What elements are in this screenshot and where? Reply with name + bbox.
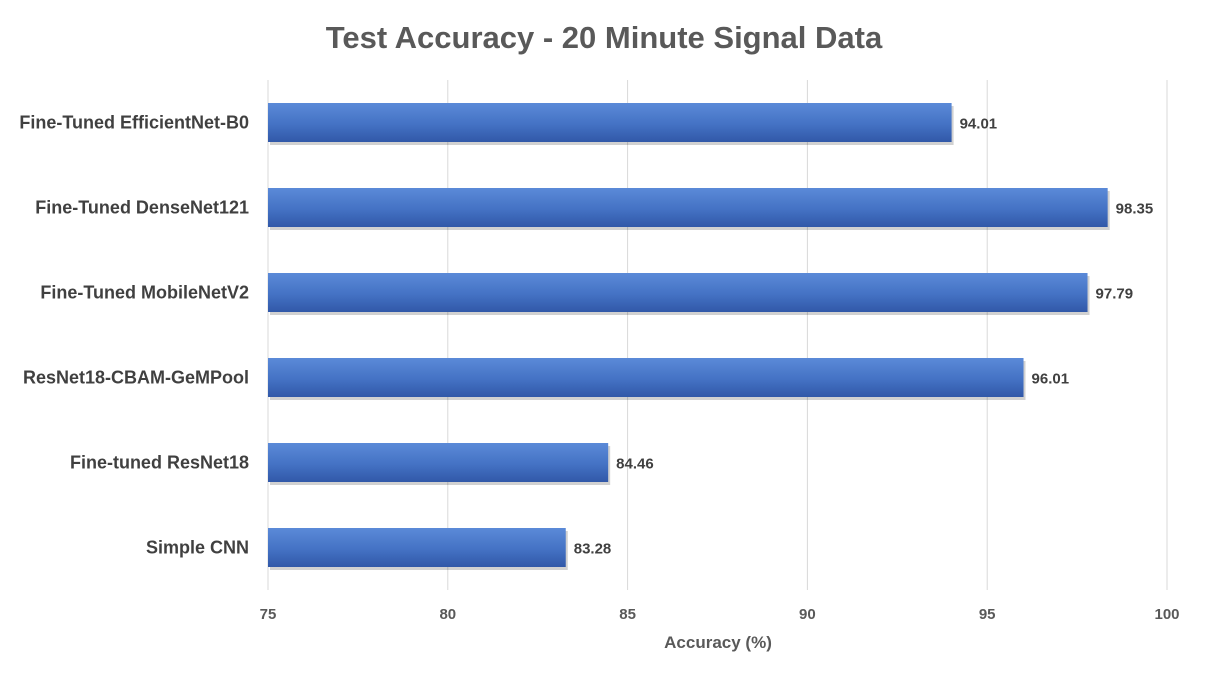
x-tick-label: 90 xyxy=(799,606,816,623)
labels: 75 80 85 90 95 100 Fine-Tuned EfficientNet-B0 9… xyxy=(19,113,1179,624)
data-label: 84.46 xyxy=(616,456,654,473)
category-label: Fine-Tuned MobileNetV2 xyxy=(40,283,249,303)
bar xyxy=(268,528,566,567)
category-label: Fine-Tuned EfficientNet-B0 xyxy=(19,113,249,133)
category-label: Simple CNN xyxy=(146,538,249,558)
category-label: Fine-tuned ResNet18 xyxy=(70,453,249,473)
data-label: 83.28 xyxy=(574,541,612,558)
data-label: 98.35 xyxy=(1116,201,1154,218)
bar xyxy=(268,188,1108,227)
category-label: Fine-Tuned DenseNet121 xyxy=(35,198,249,218)
bar xyxy=(268,443,609,482)
gridlines xyxy=(267,80,1168,590)
chart-title: Test Accuracy - 20 Minute Signal Data xyxy=(325,20,883,55)
bar xyxy=(268,358,1024,397)
data-label: 97.79 xyxy=(1096,286,1134,303)
bar xyxy=(268,103,952,142)
category-label: ResNet18-CBAM-GeMPool xyxy=(23,368,249,388)
x-tick-label: 100 xyxy=(1154,606,1179,623)
x-tick-label: 80 xyxy=(439,606,456,623)
data-label: 94.01 xyxy=(960,116,998,133)
x-tick-label: 85 xyxy=(619,606,636,623)
x-tick-label: 95 xyxy=(979,606,996,623)
data-label: 96.01 xyxy=(1032,371,1070,388)
bar xyxy=(268,273,1088,312)
x-axis-title: Accuracy (%) xyxy=(664,633,772,652)
x-tick-label: 75 xyxy=(260,606,277,623)
bars xyxy=(268,103,1110,570)
